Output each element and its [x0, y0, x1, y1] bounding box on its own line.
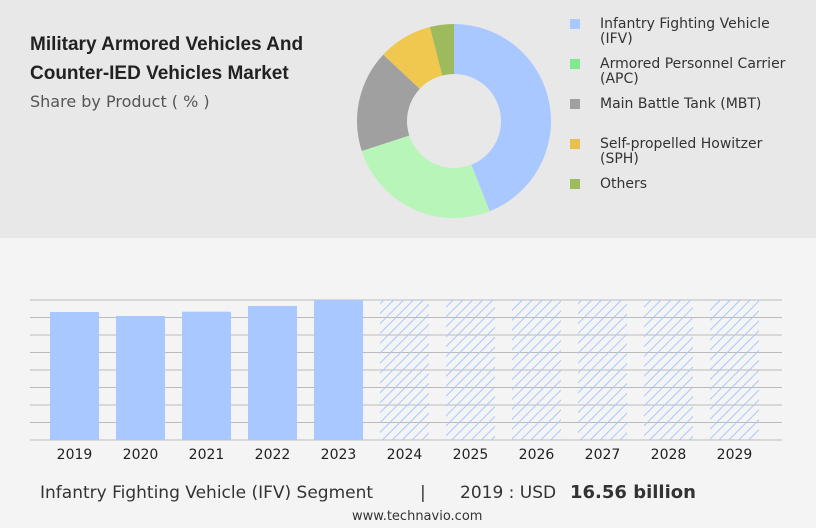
x-tick-label: 2027 [585, 447, 621, 463]
footer-value: 16.56 billion [570, 482, 696, 503]
footer-separator: | [420, 483, 426, 503]
legend-swatch [570, 99, 580, 109]
pie-slice [361, 135, 490, 218]
legend-label: Others [600, 176, 648, 192]
legend-swatch [570, 139, 580, 149]
chart-subtitle: Share by Product ( % ) [30, 92, 210, 111]
x-tick-label: 2021 [189, 447, 225, 463]
pie-slice [357, 54, 420, 151]
legend-swatch [570, 59, 580, 69]
forecast-bar [578, 300, 627, 440]
x-tick-label: 2020 [123, 447, 159, 463]
bar [314, 300, 363, 440]
x-tick-label: 2025 [453, 447, 489, 463]
bar [50, 311, 99, 440]
forecast-bar [512, 300, 561, 440]
forecast-bar [710, 300, 759, 440]
legend-item: Infantry Fighting Vehicle (IFV) [570, 16, 800, 47]
x-tick-label: 2019 [57, 447, 93, 463]
x-tick-label: 2024 [387, 447, 423, 463]
x-tick-label: 2029 [717, 447, 753, 463]
forecast-bar [644, 300, 693, 440]
pie-slice [383, 27, 443, 89]
forecast-bar [446, 300, 495, 440]
legend-label: Main Battle Tank (MBT) [600, 96, 762, 112]
pie-slice [429, 24, 454, 76]
legend-swatch [570, 179, 580, 189]
chart-title: Military Armored Vehicles And Counter-IE… [30, 34, 304, 84]
x-tick-label: 2028 [651, 447, 687, 463]
pie-slice [454, 24, 551, 212]
forecast-bar [380, 300, 429, 440]
bar [248, 305, 297, 440]
x-tick-label: 2026 [519, 447, 555, 463]
x-tick-label: 2023 [321, 447, 357, 463]
legend-swatch [570, 19, 580, 29]
bar [182, 311, 231, 440]
legend-item: Others [570, 176, 800, 192]
legend-label: Armored Personnel Carrier (APC) [600, 56, 786, 87]
footer-year: 2019 : USD [460, 483, 557, 503]
legend-label: Infantry Fighting Vehicle (IFV) [600, 16, 770, 47]
legend-item: Armored Personnel Carrier (APC) [570, 56, 800, 87]
x-tick-label: 2022 [255, 447, 291, 463]
legend-item: Self-propelled Howitzer (SPH) [570, 136, 800, 167]
source: www.technavio.com [352, 509, 483, 524]
footer-segment: Infantry Fighting Vehicle (IFV) Segment [40, 483, 374, 503]
legend-item: Main Battle Tank (MBT) [570, 96, 800, 112]
bar [116, 316, 165, 440]
legend-label: Self-propelled Howitzer (SPH) [600, 136, 763, 167]
